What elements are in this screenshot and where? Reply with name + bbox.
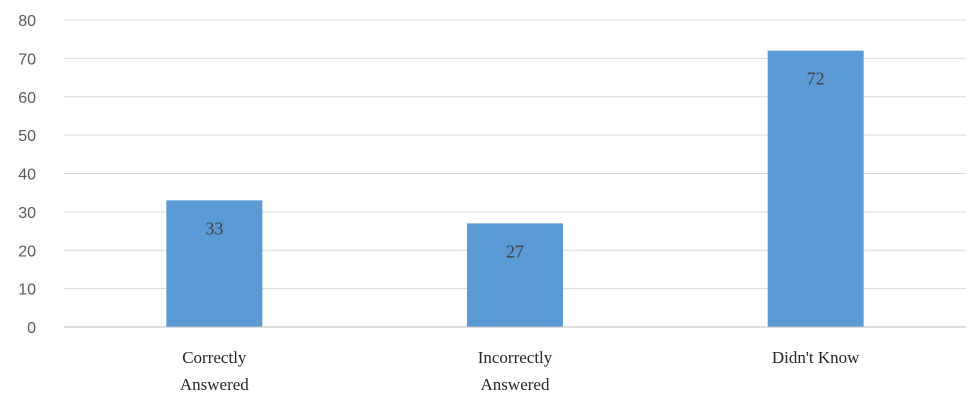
y-tick-label: 70 [18,51,36,68]
category-label: Correctly [182,348,247,367]
category-label: Didn't Know [772,348,860,367]
category-label: Incorrectly [478,348,553,367]
y-tick-label: 0 [27,320,36,337]
y-tick-label: 10 [18,282,36,299]
data-label: 33 [205,218,223,238]
y-tick-label: 30 [18,205,36,222]
y-axis-tick-labels: 0 10 20 30 40 50 60 70 80 [18,13,36,337]
y-tick-label: 80 [18,13,36,30]
data-label: 72 [807,69,825,89]
y-tick-label: 50 [18,128,36,145]
bar [467,223,563,327]
bar [767,50,864,327]
y-tick-label: 40 [18,167,36,184]
category-label: Answered [481,375,550,394]
category-labels: Correctly Answered Incorrectly Answered Didn… [180,348,860,394]
data-labels: 33 27 72 [205,69,824,262]
bar [166,200,263,327]
category-label: Answered [180,375,249,394]
data-label: 27 [506,241,524,261]
y-tick-label: 20 [18,243,36,260]
bars [166,50,864,327]
y-tick-label: 60 [18,90,36,107]
